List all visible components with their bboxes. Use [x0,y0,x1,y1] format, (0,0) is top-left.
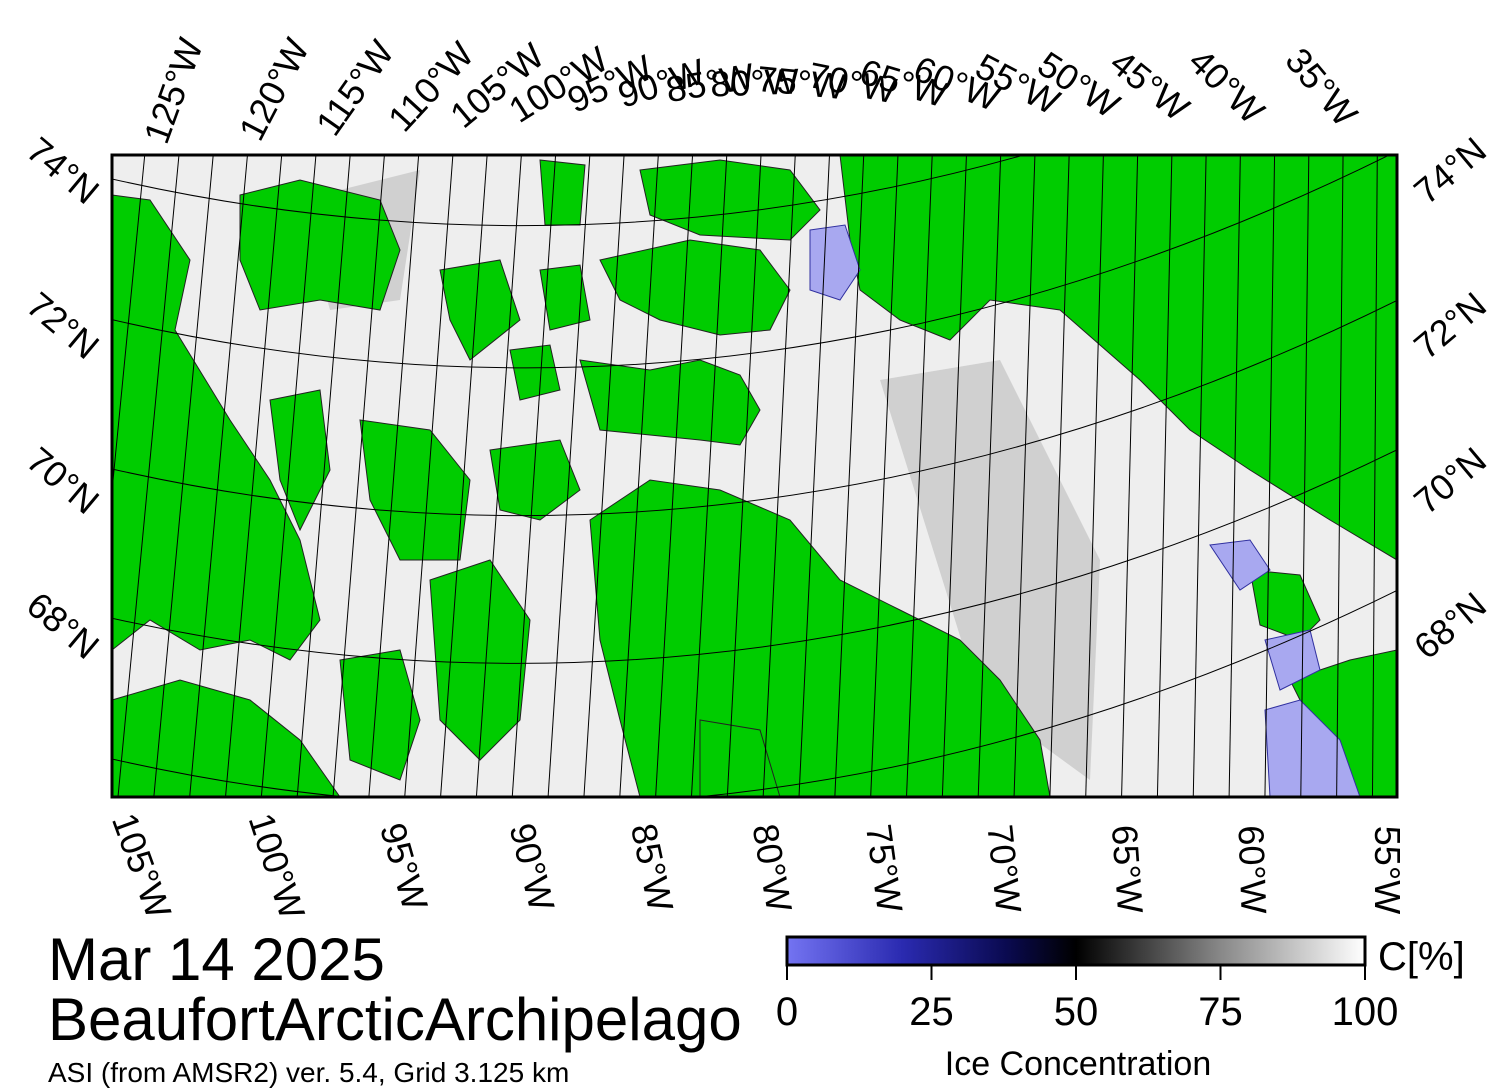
meridian [1156,155,1173,797]
colorbar-tick-label: 50 [1054,990,1099,1034]
right-lat-label: 68°N [1406,584,1494,667]
meridian [1085,155,1104,797]
meridian [296,155,351,797]
colorbar-tick-label: 0 [776,990,798,1034]
meridian [260,155,317,797]
meridian [440,155,488,797]
meridian [1264,155,1276,797]
bottom-lon-label: 70°W [979,823,1029,915]
bottom-lon-label: 105°W [104,808,180,924]
bottom-lon-label: 80°W [744,821,800,915]
meridian [225,155,283,797]
meridian [332,155,385,797]
bottom-lon-label: 90°W [502,819,563,915]
parallel [112,155,1391,369]
bottom-lon-label: 95°W [372,818,436,914]
left-lat-label: 70°N [19,439,107,522]
low-ice [809,224,1361,797]
parallel [112,589,1397,797]
parallel [112,155,1026,227]
meridian [368,155,420,797]
meridian [762,155,796,797]
meridian [941,155,967,797]
meridian [475,155,522,797]
right-lat-label: 74°N [1406,129,1494,212]
bottom-lon-label: 55°W [1367,826,1408,914]
meridian [1336,155,1344,797]
meridian [153,155,214,797]
meridian [1013,155,1036,797]
top-lon-label: 120°W [231,32,318,147]
meridian [690,155,728,797]
meridian [655,155,694,797]
map-area [112,155,1397,797]
parallel [112,449,1397,664]
right-lat-label: 72°N [1406,284,1494,367]
meridian [1228,155,1241,797]
meridian [870,155,899,797]
colorbar-ticks: 0 25 50 75 100 [776,965,1399,1034]
meridian [906,155,933,797]
bottom-lon-label: 100°W [241,808,314,924]
bottom-lon-label: 60°W [1230,825,1274,915]
meridian [511,155,557,797]
meridian [726,155,762,797]
meridian [977,155,1002,797]
graticule [112,155,1397,797]
meridian [189,155,248,797]
colorbar-tick-label: 75 [1198,990,1243,1034]
colorbar [785,935,1367,967]
top-lon-label: 75°W [755,58,847,107]
meridian [583,155,625,797]
top-lon-label: 125°W [135,33,211,149]
meridian [1121,155,1139,797]
date: Mar 14 2025 [48,926,385,993]
top-lon-label: 40°W [1181,40,1273,131]
left-lat-label: 68°N [19,584,107,667]
region: BeaufortArcticArchipelago [48,986,742,1053]
top-lon-label: 115°W [308,33,402,143]
colorbar-label: Ice Concentration [945,1045,1212,1083]
meridian [112,155,146,496]
source: ASI (from AMSR2) ver. 5.4, Grid 3.125 km [48,1057,569,1088]
meridian [404,155,454,797]
map-frame [110,153,1399,799]
colorbar-unit: C[%] [1378,935,1465,979]
top-lon-label: 35°W [1277,40,1365,134]
meridian [1192,155,1207,797]
meridian [619,155,659,797]
top-lon-label: 80°W [710,60,800,104]
bottom-lon-label: 85°W [623,820,681,915]
colorbar-tick-label: 25 [909,990,954,1034]
left-lat-label: 74°N [19,129,107,212]
meridian [547,155,591,797]
meridian [798,155,830,797]
colorbar-tick-label: 100 [1332,990,1399,1034]
bottom-lon-label: 75°W [858,822,911,915]
bottom-lon-label: 65°W [1104,824,1151,915]
meridian [117,155,180,797]
parallel [112,299,1397,517]
right-lat-label: 70°N [1406,439,1494,522]
left-lat-label: 72°N [19,284,107,367]
